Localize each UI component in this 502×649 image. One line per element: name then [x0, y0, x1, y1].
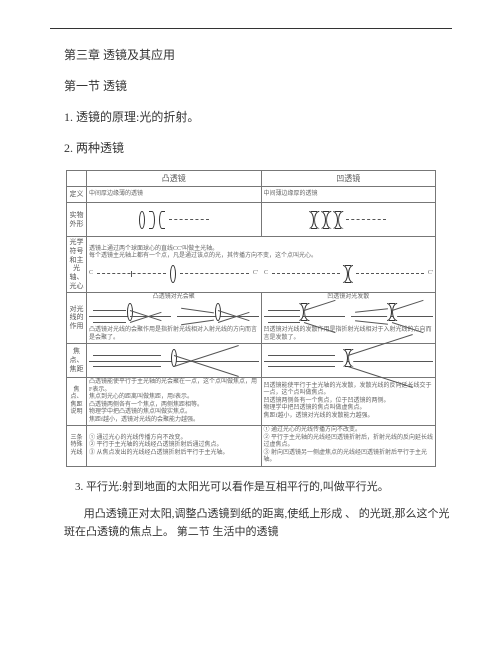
cell-def-concave: 中间薄边缘厚的透镜 [261, 187, 436, 203]
closing-paragraph: 用凸透镜正对太阳,调整凸透镜到纸的距离,使纸上形成 、 的光斑,那么这个光斑在凸… [64, 506, 452, 541]
cell-shape-convex [87, 203, 262, 237]
convex-lens-icon [139, 211, 145, 229]
concave-lens-icon [334, 211, 342, 229]
convex-lens-icon [149, 211, 155, 229]
row-label-focus-text: 焦点、焦距说明 [67, 378, 87, 426]
cell-focus-concave [261, 344, 436, 378]
diverge-diagram-2 [351, 301, 433, 331]
row-label-def: 定义 [67, 187, 87, 203]
converge-diagram [89, 301, 171, 331]
convex-symbol-icon [170, 265, 176, 283]
cell-focustext-convex: 凸透镜能使平行于主光轴的光会聚在一点，这个点叫做焦点，用F表示。 焦点到光心的距… [87, 378, 262, 426]
col-head-convex: 凸透镜 [87, 171, 262, 187]
cell-axis-text: 透镜上通过两个球面球心的直线CC'叫做主光轴。 每个透镜主光轴上都有一个点，凡是… [87, 237, 436, 293]
row-label-shape: 实物外形 [67, 203, 87, 237]
concave-lens-icon [322, 211, 330, 229]
cell-shape-concave [261, 203, 436, 237]
diverge-diagram [264, 301, 346, 331]
cell-special-concave: ① 通过光心的光线传播方向不改变。 ② 平行于主光轴的光线经凹透镜折射后，折射光… [261, 426, 436, 467]
concave-symbol-icon [344, 265, 352, 283]
item-1: 1. 透镜的原理:光的折射。 [64, 108, 452, 125]
cell-effect-convex: 凸透镜对光会聚 凸透镜对光线的会聚作用是指折射光线相对入射光线的方向而言是会聚了… [87, 292, 262, 344]
row-label-special: 三条特殊光线 [67, 426, 87, 467]
section-heading: 第一节 透镜 [64, 77, 452, 94]
cell-focustext-concave: 凹透镜能使平行于主光轴的光发散，发散光线的反向延长线交于一点，这个点叫做焦点。 … [261, 378, 436, 426]
col-head-concave: 凹透镜 [261, 171, 436, 187]
lens-comparison-table: 凸透镜 凹透镜 定义 中间厚边缘薄的透镜 中间薄边缘厚的透镜 实物外形 [66, 170, 436, 467]
cell-focus-convex [87, 344, 262, 378]
chapter-heading: 第三章 透镜及其应用 [64, 46, 452, 63]
table-corner [67, 171, 87, 187]
cell-special-convex: ① 通过光心的光线传播方向不改变。 ② 平行于主光轴的光线经凸透镜折射后通过焦点… [87, 426, 262, 467]
item-2: 2. 两种透镜 [64, 139, 452, 156]
row-label-axis: 光学符号和主光轴、光心 [67, 237, 87, 293]
cell-def-convex: 中间厚边缘薄的透镜 [87, 187, 262, 203]
focus-convex-diagram [89, 347, 259, 375]
convex-lens-icon [159, 211, 165, 229]
concave-lens-icon [310, 211, 318, 229]
row-label-effect: 对光线的作用 [67, 292, 87, 344]
converge-diagram-2 [177, 301, 259, 331]
page-top-rule [50, 28, 452, 29]
row-label-focus: 焦点、焦距 [67, 344, 87, 378]
item-3: 3. 平行光:射到地面的太阳光可以看作是互相平行的,叫做平行光。 [64, 479, 452, 497]
focus-concave-diagram [264, 347, 434, 375]
